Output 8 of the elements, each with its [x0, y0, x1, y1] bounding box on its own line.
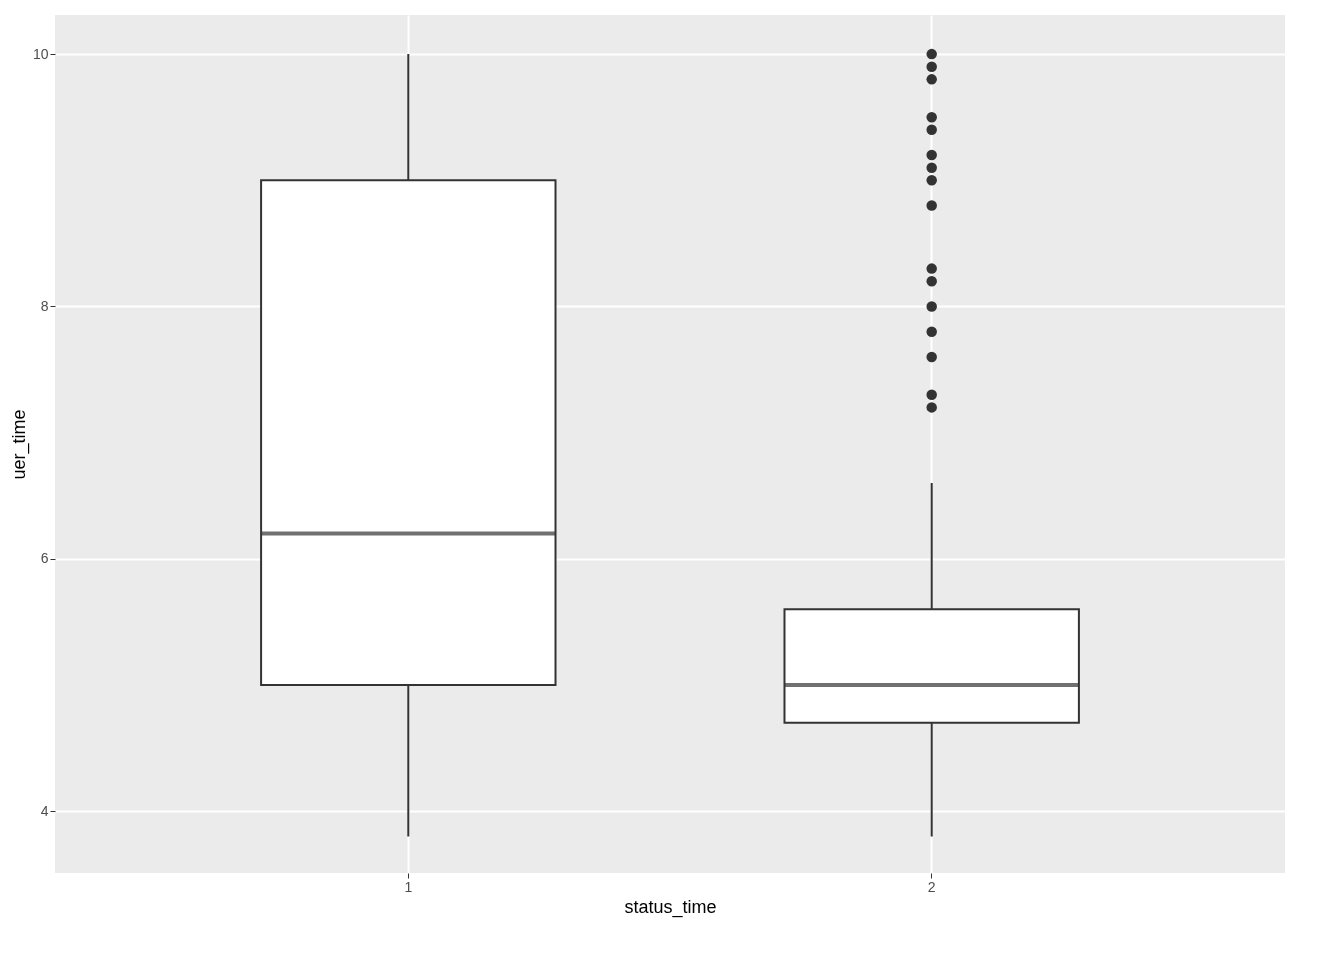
y-tick-label: 6	[40, 550, 49, 567]
y-tick-label: 10	[32, 45, 49, 62]
x-tick-label: 2	[927, 878, 936, 895]
y-axis-title: uer_time	[8, 409, 30, 480]
y-tick-label: 8	[40, 297, 49, 314]
x-tick-label: 1	[404, 878, 413, 895]
x-axis-title: status_time	[624, 896, 717, 918]
y-tick-label: 4	[40, 802, 49, 819]
